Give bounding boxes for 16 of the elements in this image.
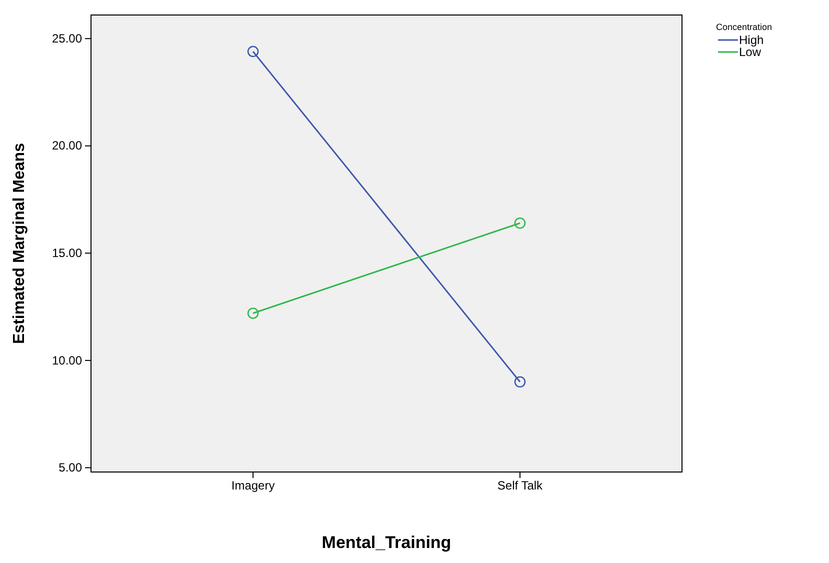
point <box>247 308 259 319</box>
legend-label: Low <box>739 45 762 59</box>
y-tick-label: 25.00 <box>52 31 82 46</box>
y-axis-title: Estimated Marginal Means <box>11 142 28 344</box>
x-axis-title: Mental_Training <box>322 533 452 552</box>
point <box>514 217 526 229</box>
point <box>247 46 259 58</box>
x-tick-label: Imagery <box>231 478 275 493</box>
legend-title: Concentration <box>716 22 772 32</box>
y-tick-label: 15.00 <box>52 246 82 260</box>
legend-label: High <box>739 33 764 47</box>
y-tick-label: 20.00 <box>52 138 82 153</box>
x-tick-label: Self Talk <box>497 478 544 493</box>
y-tick-label: 10.00 <box>52 353 82 368</box>
point <box>514 376 526 388</box>
y-tick-label: 5.00 <box>58 460 82 475</box>
